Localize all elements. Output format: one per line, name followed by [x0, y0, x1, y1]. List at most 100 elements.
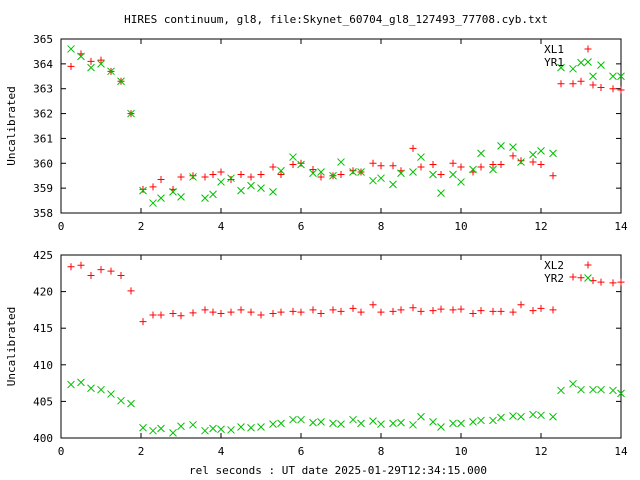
- data-point-xl1: [409, 144, 417, 152]
- data-point-xl1: [497, 161, 505, 169]
- data-point-yr2: [149, 426, 157, 435]
- data-point-xl2: [317, 310, 325, 318]
- data-point-yr2: [437, 423, 445, 431]
- data-point-yr2: [357, 419, 365, 428]
- data-point-xl2: [457, 305, 465, 313]
- data-point-yr1: [609, 72, 617, 81]
- data-point-xl1: [227, 175, 235, 183]
- data-point-yr1: [127, 109, 135, 118]
- data-point-yr2: [127, 399, 135, 408]
- data-point-yr1: [449, 170, 457, 179]
- data-point-yr2: [317, 418, 325, 426]
- data-point-yr2: [277, 419, 285, 428]
- data-point-xl2: [437, 305, 445, 313]
- data-point-yr2: [377, 420, 385, 428]
- data-point-xl1: [201, 173, 209, 181]
- legend-label: XL2: [544, 259, 564, 272]
- data-point-yr1: [117, 77, 125, 86]
- data-point-xl2: [189, 309, 197, 317]
- data-point-yr2: [589, 385, 597, 394]
- data-point-xl1: [537, 161, 545, 169]
- y-tick-label: 361: [33, 132, 53, 145]
- data-point-yr2: [237, 423, 245, 431]
- data-point-yr2: [429, 418, 437, 426]
- data-point-yr2: [289, 415, 297, 424]
- data-point-yr2: [509, 412, 517, 420]
- data-point-xl1: [237, 170, 245, 178]
- data-point-xl1: [589, 81, 597, 89]
- data-point-yr2: [297, 415, 305, 424]
- data-point-xl2: [397, 306, 405, 314]
- data-point-yr1: [247, 181, 255, 190]
- data-point-xl1: [617, 86, 625, 94]
- data-point-yr2: [227, 426, 235, 434]
- data-point-yr2: [569, 379, 577, 388]
- data-point-yr2: [389, 419, 397, 428]
- data-point-xl1: [569, 80, 577, 88]
- data-point-xl2: [87, 271, 95, 279]
- data-point-xl1: [597, 83, 605, 91]
- data-point-yr2: [617, 389, 625, 398]
- data-point-xl1: [549, 172, 557, 180]
- data-point-xl1: [139, 185, 147, 193]
- data-point-yr1: [139, 186, 147, 195]
- data-point-yr1: [87, 63, 95, 72]
- data-point-xl1: [609, 85, 617, 93]
- y-axis-label: Uncalibrated: [5, 307, 18, 386]
- x-tick-label: 14: [614, 445, 628, 458]
- data-point-xl2: [349, 304, 357, 312]
- data-point-yr1: [537, 147, 545, 155]
- data-point-xl2: [247, 308, 255, 316]
- data-point-xl2: [257, 311, 265, 319]
- data-point-xl1: [317, 173, 325, 181]
- data-point-xl1: [97, 56, 105, 64]
- data-point-xl2: [537, 304, 545, 312]
- data-point-xl1: [157, 175, 165, 183]
- data-point-xl2: [107, 267, 115, 275]
- y-tick-label: 359: [33, 182, 53, 195]
- x-tick-label: 12: [534, 445, 547, 458]
- data-point-yr1: [437, 189, 445, 197]
- data-point-yr2: [397, 418, 405, 427]
- data-point-xl2: [97, 266, 105, 274]
- data-point-yr1: [97, 60, 105, 68]
- data-point-xl2: [429, 307, 437, 315]
- data-point-xl1: [377, 162, 385, 170]
- data-point-xl2: [209, 308, 217, 316]
- data-point-yr2: [201, 426, 209, 435]
- data-point-xl2: [569, 273, 577, 281]
- data-point-yr1: [549, 149, 557, 158]
- data-point-yr1: [377, 174, 385, 183]
- data-point-xl1: [557, 80, 565, 88]
- data-point-yr2: [537, 411, 545, 420]
- x-tick-label: 14: [614, 220, 628, 233]
- data-point-xl2: [201, 306, 209, 314]
- data-point-xl2: [489, 307, 497, 315]
- data-point-xl1: [369, 159, 377, 167]
- data-point-yr2: [117, 396, 125, 405]
- data-point-xl1: [289, 161, 297, 169]
- y-tick-label: 360: [33, 157, 53, 170]
- data-point-yr1: [357, 168, 365, 176]
- data-point-yr1: [201, 194, 209, 202]
- data-point-xl2: [237, 306, 245, 314]
- data-point-xl1: [417, 163, 425, 171]
- data-point-yr1: [309, 169, 317, 178]
- x-tick-label: 0: [58, 220, 65, 233]
- data-point-yr1: [429, 170, 437, 179]
- data-point-xl2: [217, 310, 225, 318]
- data-point-yr2: [87, 384, 95, 393]
- data-point-xl1: [247, 173, 255, 181]
- data-point-xl1: [489, 161, 497, 169]
- x-tick-label: 6: [298, 220, 305, 233]
- data-point-xl2: [509, 308, 517, 316]
- x-tick-label: 10: [454, 445, 467, 458]
- data-point-yr1: [517, 158, 525, 166]
- data-point-yr1: [149, 199, 157, 207]
- data-point-xl1: [477, 163, 485, 171]
- y-tick-label: 415: [33, 322, 53, 335]
- y-axis-label: Uncalibrated: [5, 86, 18, 165]
- data-point-xl1: [529, 158, 537, 166]
- data-point-xl2: [329, 306, 337, 314]
- data-point-yr2: [369, 417, 377, 426]
